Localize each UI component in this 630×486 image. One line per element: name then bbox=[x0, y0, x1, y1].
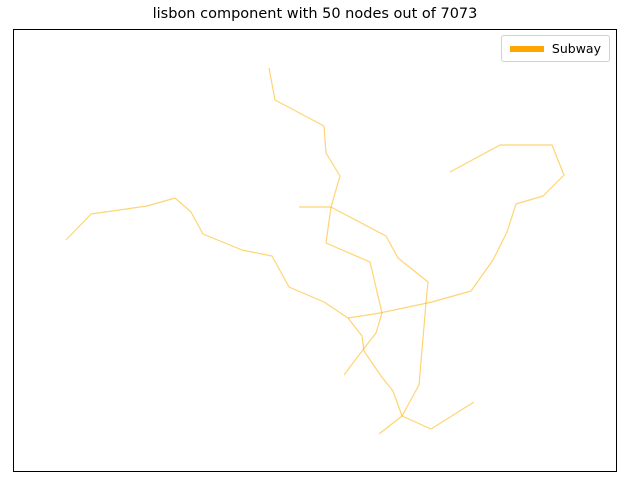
subway-line-2 bbox=[299, 206, 429, 435]
plot-area: Subway bbox=[13, 29, 617, 472]
subway-line-3 bbox=[65, 197, 475, 430]
subway-line-4 bbox=[347, 144, 565, 319]
subway-line-1 bbox=[268, 67, 383, 376]
figure-title: lisbon component with 50 nodes out of 70… bbox=[152, 6, 478, 22]
legend: Subway bbox=[500, 35, 610, 62]
legend-label-subway: Subway bbox=[551, 41, 601, 56]
network-graph bbox=[65, 67, 565, 435]
legend-swatch-subway bbox=[509, 45, 544, 52]
